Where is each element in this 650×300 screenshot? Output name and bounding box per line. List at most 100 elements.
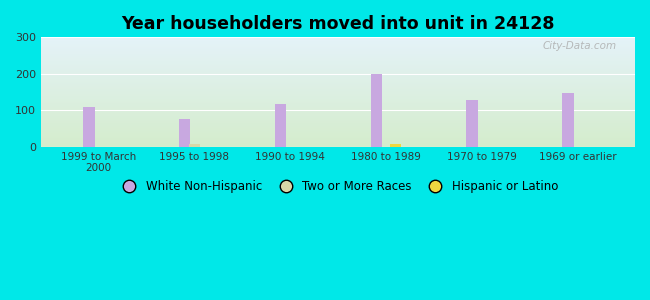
Bar — [41, 145, 635, 146]
Bar — [41, 95, 635, 96]
Bar — [41, 106, 635, 107]
Bar — [41, 131, 635, 132]
Bar — [41, 45, 635, 46]
Bar — [41, 59, 635, 60]
Bar — [41, 63, 635, 64]
Legend: White Non-Hispanic, Two or More Races, Hispanic or Latino: White Non-Hispanic, Two or More Races, H… — [113, 175, 563, 198]
Bar — [83, 107, 95, 147]
Bar — [41, 97, 635, 98]
Bar — [41, 99, 635, 100]
Bar — [41, 129, 635, 130]
Bar — [41, 90, 635, 91]
Bar — [41, 61, 635, 62]
Bar — [41, 143, 635, 144]
Bar — [41, 122, 635, 123]
Bar — [41, 102, 635, 103]
Bar — [41, 126, 635, 127]
Bar — [41, 132, 635, 133]
Bar — [41, 53, 635, 54]
Bar — [41, 127, 635, 128]
Bar — [41, 136, 635, 137]
Bar — [41, 92, 635, 93]
Bar — [41, 62, 635, 63]
Bar — [41, 98, 635, 99]
Bar — [41, 113, 635, 114]
Bar — [41, 50, 635, 51]
Bar — [41, 38, 635, 39]
Bar — [41, 41, 635, 42]
Bar — [41, 107, 635, 108]
Bar — [41, 74, 635, 75]
Bar — [41, 66, 635, 67]
Bar — [41, 105, 635, 106]
Bar — [41, 86, 635, 87]
Bar — [41, 130, 635, 131]
Bar — [41, 57, 635, 58]
Bar — [41, 91, 635, 92]
Bar — [41, 77, 635, 78]
Bar — [41, 76, 635, 77]
Bar — [179, 119, 190, 147]
Bar — [41, 125, 635, 126]
Bar — [41, 67, 635, 68]
Bar — [41, 103, 635, 104]
Bar — [41, 94, 635, 95]
Bar — [41, 118, 635, 119]
Bar — [41, 136, 635, 137]
Bar — [41, 112, 635, 113]
Bar — [41, 88, 635, 89]
Bar — [41, 89, 635, 90]
Bar — [41, 72, 635, 73]
Bar — [41, 78, 635, 79]
Bar — [41, 137, 635, 138]
Bar — [562, 93, 574, 147]
Text: City-Data.com: City-Data.com — [543, 40, 618, 51]
Bar — [41, 37, 635, 38]
Bar — [390, 144, 401, 147]
Bar — [41, 93, 635, 94]
Bar — [41, 139, 635, 140]
Bar — [41, 116, 635, 117]
Bar — [41, 144, 635, 145]
Bar — [41, 58, 635, 59]
Bar — [41, 141, 635, 142]
Bar — [41, 54, 635, 55]
Bar — [41, 83, 635, 84]
Bar — [41, 40, 635, 41]
Bar — [41, 51, 635, 52]
Bar — [41, 110, 635, 111]
Bar — [41, 73, 635, 74]
Bar — [41, 81, 635, 82]
Bar — [41, 42, 635, 43]
Bar — [41, 85, 635, 86]
Bar — [41, 64, 635, 65]
Bar — [41, 69, 635, 70]
Bar — [41, 82, 635, 83]
Bar — [41, 119, 635, 120]
Title: Year householders moved into unit in 24128: Year householders moved into unit in 241… — [122, 15, 554, 33]
Bar — [41, 140, 635, 141]
Bar — [41, 101, 635, 102]
Bar — [41, 115, 635, 116]
Bar — [41, 104, 635, 105]
Bar — [41, 48, 635, 49]
Bar — [275, 104, 286, 147]
Bar — [41, 49, 635, 50]
Bar — [41, 79, 635, 80]
Bar — [41, 133, 635, 134]
Bar — [41, 121, 635, 122]
Bar — [41, 84, 635, 85]
Bar — [41, 70, 635, 71]
Bar — [41, 117, 635, 118]
Bar — [41, 87, 635, 88]
Bar — [41, 75, 635, 76]
Bar — [41, 52, 635, 53]
Bar — [41, 128, 635, 129]
Bar — [41, 46, 635, 47]
Bar — [188, 144, 200, 147]
Bar — [41, 39, 635, 40]
Bar — [41, 120, 635, 121]
Bar — [41, 65, 635, 66]
Bar — [41, 135, 635, 136]
Bar — [467, 100, 478, 147]
